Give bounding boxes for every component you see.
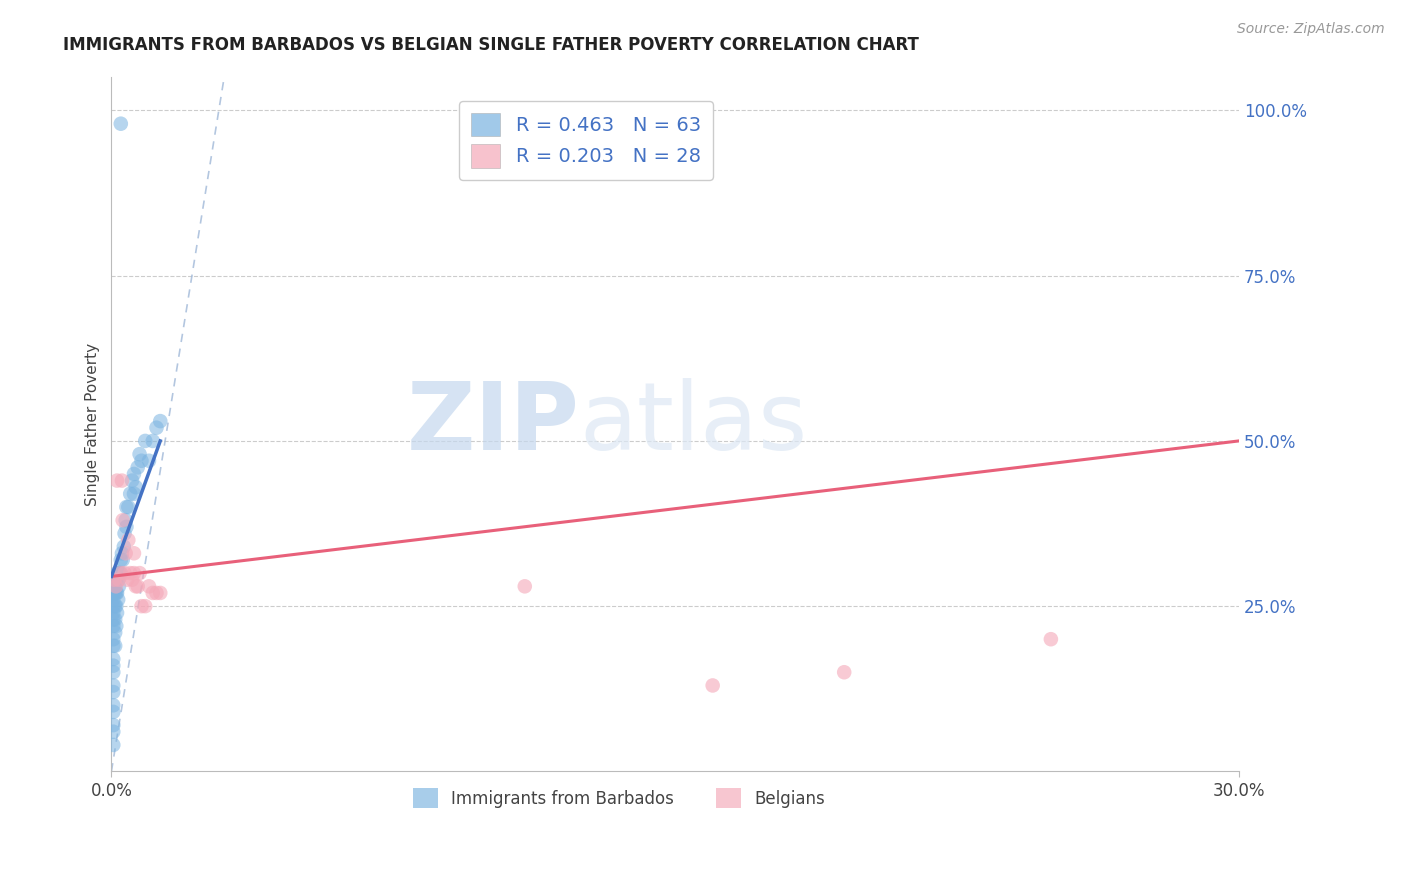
- Point: [131, 599, 153, 614]
- Point: [108, 573, 131, 587]
- Point: [108, 566, 131, 581]
- Point: [108, 566, 131, 581]
- Point: [103, 599, 125, 614]
- Point: [103, 573, 125, 587]
- Point: [112, 540, 135, 554]
- Point: [110, 117, 132, 131]
- Point: [149, 586, 172, 600]
- Point: [145, 586, 167, 600]
- Point: [138, 454, 160, 468]
- Point: [103, 724, 125, 739]
- Text: ZIP: ZIP: [406, 378, 579, 470]
- Text: IMMIGRANTS FROM BARBADOS VS BELGIAN SINGLE FATHER POVERTY CORRELATION CHART: IMMIGRANTS FROM BARBADOS VS BELGIAN SING…: [63, 36, 920, 54]
- Point: [702, 678, 724, 692]
- Point: [114, 546, 136, 560]
- Point: [105, 566, 128, 581]
- Point: [103, 573, 125, 587]
- Point: [103, 738, 125, 752]
- Point: [120, 487, 142, 501]
- Point: [104, 625, 127, 640]
- Point: [127, 579, 149, 593]
- Point: [122, 566, 145, 581]
- Point: [103, 606, 125, 620]
- Point: [105, 619, 128, 633]
- Legend: Immigrants from Barbados, Belgians: Immigrants from Barbados, Belgians: [406, 781, 831, 815]
- Point: [104, 586, 127, 600]
- Point: [115, 573, 138, 587]
- Point: [103, 632, 125, 647]
- Point: [121, 474, 143, 488]
- Point: [111, 474, 134, 488]
- Point: [103, 639, 125, 653]
- Point: [120, 566, 142, 581]
- Point: [127, 460, 149, 475]
- Point: [104, 599, 127, 614]
- Point: [122, 546, 145, 560]
- Point: [103, 612, 125, 626]
- Point: [1039, 632, 1062, 647]
- Point: [103, 698, 125, 713]
- Point: [115, 520, 138, 534]
- Point: [103, 685, 125, 699]
- Point: [134, 599, 156, 614]
- Point: [103, 678, 125, 692]
- Point: [105, 586, 128, 600]
- Point: [110, 553, 132, 567]
- Point: [105, 573, 128, 587]
- Point: [107, 592, 129, 607]
- Point: [104, 579, 127, 593]
- Point: [114, 566, 136, 581]
- Point: [103, 619, 125, 633]
- Point: [134, 434, 156, 448]
- Point: [110, 566, 132, 581]
- Point: [111, 546, 134, 560]
- Point: [105, 606, 128, 620]
- Point: [111, 513, 134, 527]
- Point: [145, 421, 167, 435]
- Point: [122, 467, 145, 481]
- Point: [138, 579, 160, 593]
- Point: [103, 705, 125, 719]
- Point: [111, 553, 134, 567]
- Point: [103, 718, 125, 732]
- Point: [131, 454, 153, 468]
- Point: [103, 665, 125, 680]
- Text: atlas: atlas: [579, 378, 807, 470]
- Point: [128, 447, 150, 461]
- Point: [108, 579, 131, 593]
- Point: [117, 500, 139, 514]
- Point: [114, 526, 136, 541]
- Point: [104, 612, 127, 626]
- Y-axis label: Single Father Poverty: Single Father Poverty: [86, 343, 100, 506]
- Point: [105, 586, 128, 600]
- Point: [103, 592, 125, 607]
- Point: [105, 474, 128, 488]
- Text: Source: ZipAtlas.com: Source: ZipAtlas.com: [1237, 22, 1385, 37]
- Point: [832, 665, 855, 680]
- Point: [104, 579, 127, 593]
- Point: [513, 579, 536, 593]
- Point: [104, 639, 127, 653]
- Point: [125, 480, 148, 494]
- Point: [142, 434, 165, 448]
- Point: [105, 599, 128, 614]
- Point: [103, 579, 125, 593]
- Point: [128, 566, 150, 581]
- Point: [142, 586, 165, 600]
- Point: [107, 573, 129, 587]
- Point: [103, 658, 125, 673]
- Point: [103, 586, 125, 600]
- Point: [117, 533, 139, 547]
- Point: [114, 513, 136, 527]
- Point: [110, 566, 132, 581]
- Point: [115, 500, 138, 514]
- Point: [149, 414, 172, 428]
- Point: [103, 652, 125, 666]
- Point: [121, 573, 143, 587]
- Point: [122, 487, 145, 501]
- Point: [125, 579, 148, 593]
